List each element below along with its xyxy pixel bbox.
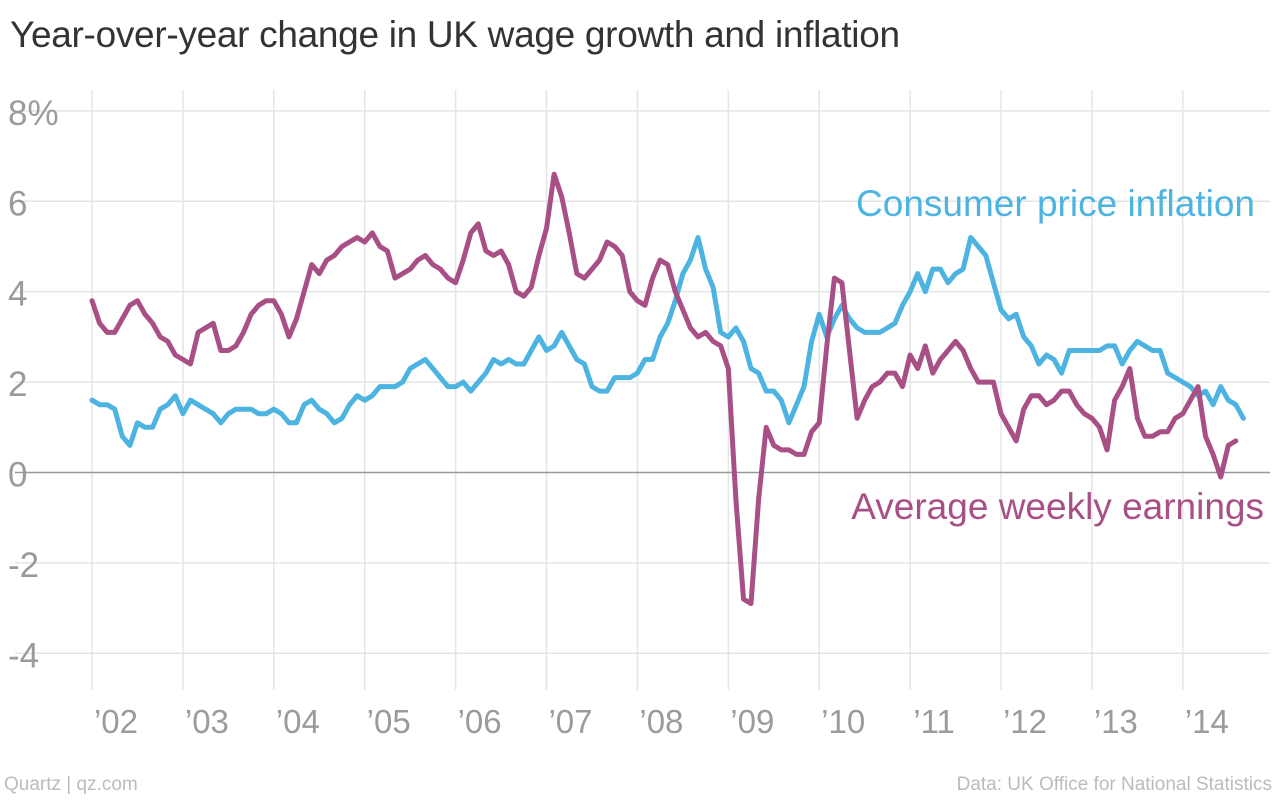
x-tick-label: ’10 <box>821 703 865 740</box>
data-source: Data: UK Office for National Statistics <box>956 774 1272 795</box>
x-tick-label: ’07 <box>548 703 592 740</box>
chart-title: Year-over-year change in UK wage growth … <box>10 14 900 55</box>
series-label-cpi: Consumer price inflation <box>856 183 1255 224</box>
series-line-cpi <box>89 235 1246 448</box>
x-tick-label: ’13 <box>1094 703 1138 740</box>
y-tick-label: 6 <box>8 184 27 223</box>
x-tick-label: ’12 <box>1003 703 1047 740</box>
annotations: Consumer price inflation Average weekly e… <box>851 183 1264 527</box>
series-line-awe <box>89 171 1239 607</box>
gridlines <box>15 90 1270 690</box>
x-tick-label: ’06 <box>458 703 502 740</box>
y-tick-label: 4 <box>8 275 27 314</box>
x-tick-label: ’09 <box>730 703 774 740</box>
series-lines <box>89 171 1246 607</box>
axis-labels: ’02 ’03 ’04 ’05 ’06 ’07 ’08 ’09 ’10 ’11 ’12 ’13 ’14 -… <box>8 94 1229 740</box>
x-tick-label: ’02 <box>94 703 138 740</box>
x-tick-label: ’04 <box>276 703 320 740</box>
x-tick-label: ’08 <box>639 703 683 740</box>
y-tick-label: 8% <box>8 94 59 133</box>
x-tick-label: ’03 <box>185 703 229 740</box>
y-tick-label: -2 <box>8 546 39 585</box>
y-tick-label: 0 <box>8 456 27 495</box>
y-tick-label: -4 <box>8 636 39 675</box>
y-tick-label: 2 <box>8 365 27 404</box>
x-tick-label: ’14 <box>1185 703 1229 740</box>
source-credit: Quartz | qz.com <box>4 774 138 795</box>
x-tick-label: ’05 <box>367 703 411 740</box>
x-tick-label: ’11 <box>913 703 955 740</box>
series-label-awe: Average weekly earnings <box>851 486 1264 527</box>
